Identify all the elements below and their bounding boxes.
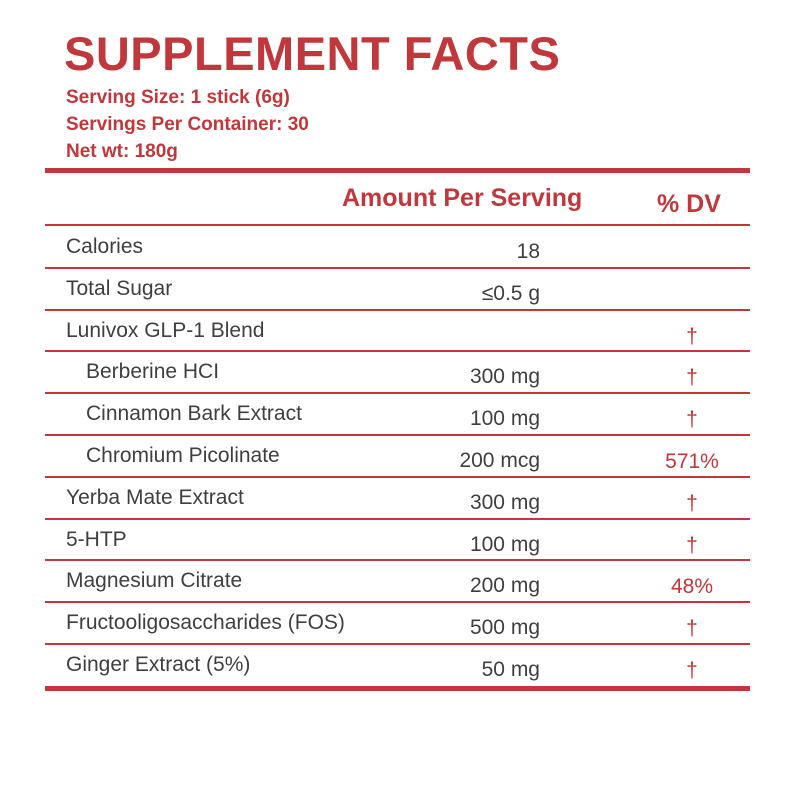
daily-value: † bbox=[686, 491, 698, 515]
title: SUPPLEMENT FACTS bbox=[64, 27, 561, 80]
ingredient-name: Yerba Mate Extract bbox=[66, 485, 244, 509]
daily-value: † bbox=[686, 366, 698, 390]
amount: 50 mg bbox=[481, 658, 540, 681]
ingredient-name: Fructooligosaccharides (FOS) bbox=[66, 611, 345, 635]
amount: 18 bbox=[516, 240, 540, 263]
ingredient-name: Berberine HCI bbox=[86, 360, 220, 384]
daily-value: 571% bbox=[665, 450, 719, 473]
amount: 100 mg bbox=[469, 532, 540, 556]
rule bbox=[45, 392, 750, 395]
thick-rule bbox=[45, 168, 750, 173]
daily-value: † bbox=[686, 617, 698, 641]
rule bbox=[45, 643, 750, 645]
amount: 100 mg bbox=[469, 407, 540, 431]
daily-value: † bbox=[686, 659, 698, 682]
daily-value: † bbox=[686, 408, 698, 432]
column-header: % DV bbox=[657, 190, 721, 218]
serving-info: Net wt: 180g bbox=[66, 141, 178, 162]
rule bbox=[45, 475, 750, 478]
ingredient-name: Lunivox GLP-1 Blend bbox=[66, 318, 265, 342]
amount: 300 mg bbox=[469, 365, 540, 389]
amount: 500 mg bbox=[469, 616, 540, 640]
serving-info: Serving Size: 1 stick (6g) bbox=[66, 87, 290, 108]
amount: 200 mg bbox=[469, 574, 540, 598]
rule bbox=[45, 308, 750, 311]
ingredient-name: Ginger Extract (5%) bbox=[66, 653, 251, 676]
daily-value: † bbox=[686, 324, 698, 348]
thick-rule bbox=[45, 685, 750, 691]
ingredient-name: 5-HTP bbox=[66, 527, 127, 551]
ingredient-name: Chromium Picolinate bbox=[86, 444, 280, 467]
rule bbox=[45, 434, 750, 436]
rule bbox=[45, 350, 750, 353]
ingredient-name: Cinnamon Bark Extract bbox=[86, 402, 302, 426]
ingredient-name: Total Sugar bbox=[66, 276, 173, 300]
serving-info: Servings Per Container: 30 bbox=[66, 114, 309, 135]
rule bbox=[45, 559, 750, 562]
amount: ≤0.5 g bbox=[481, 281, 540, 305]
amount: 300 mg bbox=[469, 490, 540, 514]
rule bbox=[45, 224, 750, 226]
daily-value: 48% bbox=[670, 575, 714, 599]
ingredient-name: Calories bbox=[66, 235, 144, 258]
ingredient-name: Magnesium Citrate bbox=[66, 569, 243, 593]
rule bbox=[45, 266, 750, 269]
daily-value: † bbox=[686, 533, 698, 557]
rule bbox=[45, 517, 750, 520]
rule bbox=[45, 601, 750, 604]
column-header: Amount Per Serving bbox=[342, 184, 583, 212]
amount: 200 mcg bbox=[459, 449, 540, 472]
